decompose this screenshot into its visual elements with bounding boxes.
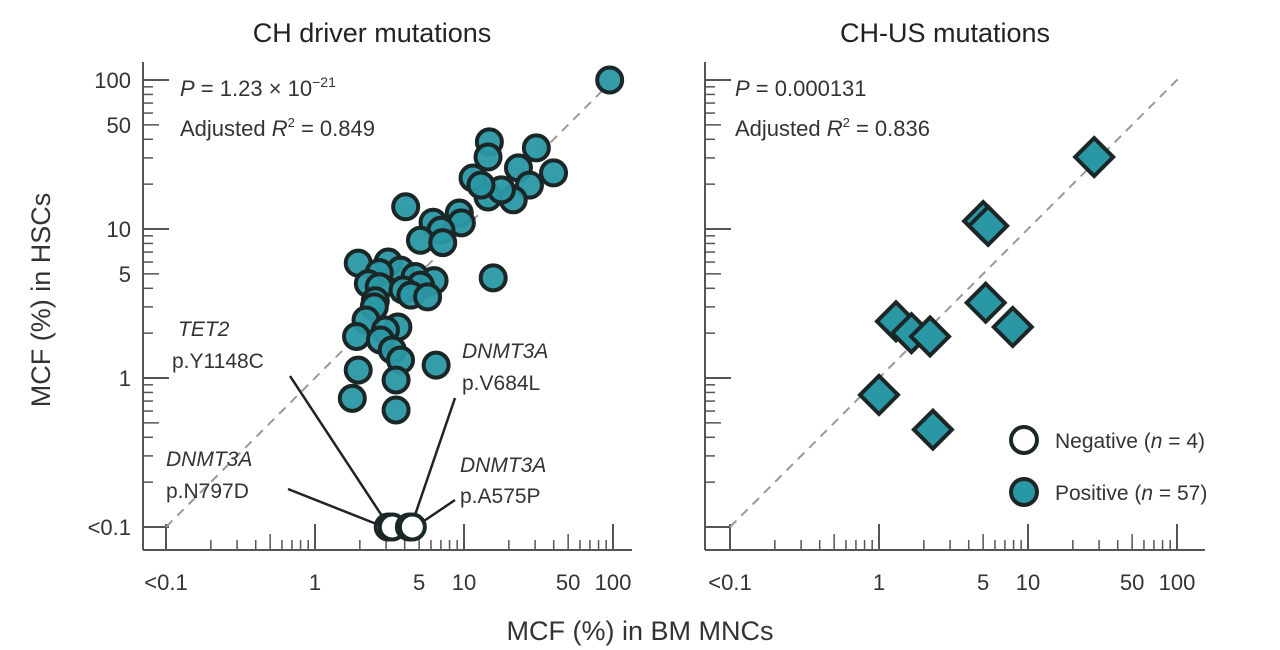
data-point-positive	[337, 383, 367, 413]
x-tick-label: 5	[413, 570, 425, 595]
data-point-positive	[911, 407, 955, 452]
y-tick-label: 1	[119, 366, 131, 391]
p-value-text: = 1.23 × 10	[195, 76, 312, 101]
right-p-value: P = 0.000131	[735, 76, 867, 101]
x-tick-label: <0.1	[708, 570, 751, 595]
data-point-positive	[381, 395, 411, 425]
data-point-positive	[473, 142, 503, 172]
data-point-positive	[381, 365, 411, 395]
left-chart-title: CH driver mutations	[253, 18, 492, 48]
left-points	[337, 65, 625, 542]
x-tick-label: 10	[452, 570, 476, 595]
data-point-positive	[1072, 135, 1116, 179]
callout-variant: p.Y1148C	[172, 350, 264, 373]
legend-negative-marker	[1009, 425, 1039, 455]
callout-gene: DNMT3A	[462, 340, 548, 363]
data-point-positive	[478, 263, 508, 293]
r2-prefix: Adjusted	[180, 116, 272, 141]
data-point-positive	[391, 192, 421, 222]
right-points	[857, 135, 1116, 452]
y-axis-label: MCF (%) in HSCs	[26, 193, 56, 408]
callout-variant: p.V684L	[462, 372, 540, 395]
x-tick-label: 100	[1159, 570, 1196, 595]
data-point-positive	[342, 321, 372, 351]
callout-line-n797d	[287, 487, 385, 529]
r2-value: = 0.836	[850, 116, 930, 141]
data-point-positive	[990, 305, 1035, 349]
x-tick-label: <0.1	[144, 570, 187, 595]
p-exponent: −21	[312, 74, 336, 90]
p-symbol: P	[735, 76, 750, 101]
data-point-positive	[521, 133, 551, 163]
y-tick-label: 10	[107, 217, 131, 242]
r2-symbol: R	[827, 116, 843, 141]
callout-gene: DNMT3A	[460, 454, 546, 477]
r2-prefix: Adjusted	[735, 116, 827, 141]
y-tick-label: <0.1	[88, 515, 131, 540]
callout-lines	[287, 375, 457, 529]
right-r2: Adjusted R2 = 0.836	[735, 115, 930, 141]
data-point-positive	[966, 204, 1010, 248]
callout-gene: TET2	[178, 318, 230, 341]
x-tick-label: 10	[1016, 570, 1040, 595]
p-symbol: P	[180, 76, 195, 101]
r2-exponent: 2	[843, 115, 850, 130]
callout-variant: p.A575P	[460, 485, 541, 508]
data-point-positive	[908, 314, 952, 359]
y-tick-label: 50	[107, 113, 131, 138]
data-point-positive	[466, 170, 496, 200]
callout-line-v684l	[412, 397, 457, 519]
data-point-positive	[428, 228, 458, 258]
callout-gene: DNMT3A	[166, 448, 252, 471]
identity-reference-line	[729, 76, 1181, 528]
x-tick-label: 1	[309, 570, 321, 595]
y-tick-label: 5	[119, 262, 131, 287]
data-point-positive	[539, 158, 569, 188]
x-tick-label: 50	[1120, 570, 1144, 595]
r2-symbol: R	[272, 116, 288, 141]
data-point-positive	[963, 280, 1008, 325]
data-point-positive	[413, 282, 443, 312]
x-tick-label: 5	[977, 570, 989, 595]
callout-variant: p.N797D	[166, 480, 249, 503]
legend-negative-label: Negative (n = 4)	[1055, 430, 1205, 453]
x-tick-label: 50	[556, 570, 580, 595]
x-tick-label: 100	[595, 570, 632, 595]
left-r2: Adjusted R2 = 0.849	[180, 115, 375, 141]
r2-exponent: 2	[288, 115, 295, 130]
x-tick-label: 1	[873, 570, 885, 595]
left-p-value: P = 1.23 × 10−21	[180, 74, 336, 101]
legend-positive-label: Positive (n = 57)	[1055, 482, 1207, 505]
legend-positive-marker	[1009, 477, 1039, 507]
x-axis-label: MCF (%) in BM MNCs	[507, 616, 774, 646]
y-tick-label: 100	[94, 68, 131, 93]
data-point-positive	[421, 350, 451, 380]
right-axes: <0.1 1 5 10 50 100	[704, 62, 1205, 595]
data-point-positive	[857, 373, 901, 417]
data-point-positive	[343, 355, 373, 385]
right-chart-title: CH-US mutations	[840, 18, 1050, 48]
r2-value: = 0.849	[295, 116, 375, 141]
data-point-negative	[397, 512, 427, 542]
callout-line-tet2	[288, 375, 388, 523]
data-point-positive	[595, 65, 625, 95]
legend: Negative (n = 4) Positive (n = 57)	[1009, 425, 1207, 507]
p-value-text: = 0.000131	[750, 76, 867, 101]
